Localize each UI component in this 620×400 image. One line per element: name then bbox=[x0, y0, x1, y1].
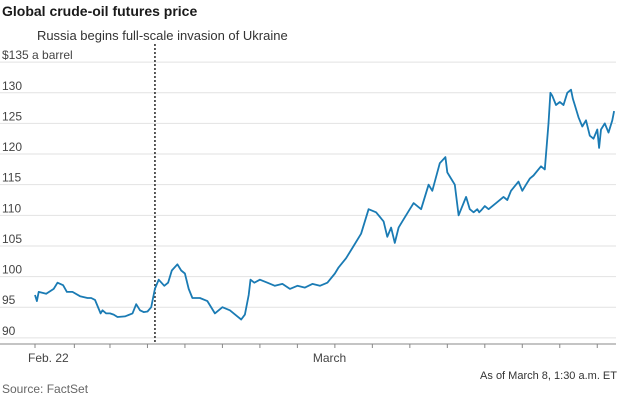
y-tick-label: 90 bbox=[2, 324, 16, 338]
price-series-line bbox=[34, 88, 615, 321]
x-tick-label: March bbox=[313, 351, 346, 365]
y-tick-label: 95 bbox=[2, 293, 16, 307]
y-tick-label: 105 bbox=[2, 232, 22, 246]
y-tick-label: 115 bbox=[2, 171, 21, 185]
y-tick-label: 100 bbox=[2, 263, 22, 277]
annotation: Russia begins full-scale invasion of Ukr… bbox=[37, 28, 288, 344]
y-tick-label: 125 bbox=[2, 109, 22, 123]
gridlines bbox=[0, 61, 616, 339]
y-axis-labels: $135 a barrel 130 125 120 115 110 105 100 95 90 bbox=[2, 48, 73, 338]
y-tick-label: 120 bbox=[2, 140, 22, 154]
y-tick-label: 130 bbox=[2, 79, 22, 93]
x-axis: Feb. 22 March bbox=[0, 343, 616, 365]
chart-title: Global crude-oil futures price bbox=[2, 3, 198, 19]
source-label: Source: FactSet bbox=[2, 382, 89, 396]
x-tick-label: Feb. 22 bbox=[28, 351, 69, 365]
y-tick-label: $135 a barrel bbox=[2, 48, 73, 62]
y-tick-label: 110 bbox=[2, 201, 21, 215]
timestamp-note: As of March 8, 1:30 a.m. ET bbox=[480, 370, 617, 382]
invasion-annotation-label: Russia begins full-scale invasion of Ukr… bbox=[37, 28, 288, 43]
